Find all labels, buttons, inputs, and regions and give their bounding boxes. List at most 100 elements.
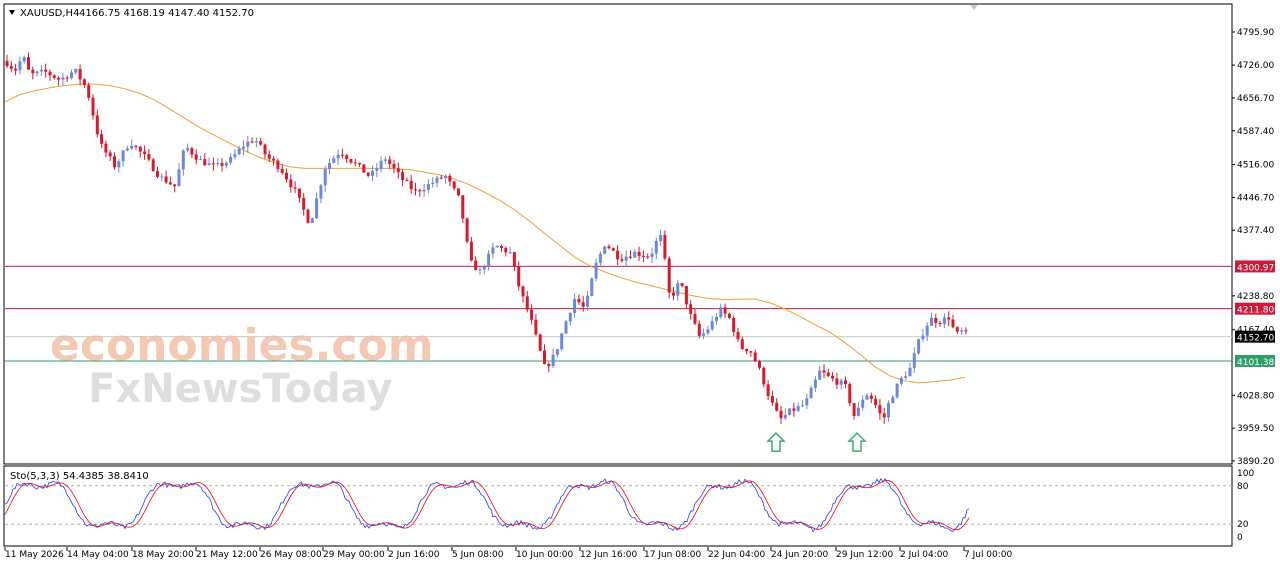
candle-body [955,327,959,332]
candle-body [418,190,422,192]
candle-body [143,151,147,155]
candle-body [616,250,620,260]
candle-body [267,154,271,159]
candle-body [383,159,387,161]
candle-body [715,316,718,322]
candle-body [560,333,564,350]
candle-body [388,159,392,164]
candle-body [336,154,340,159]
candle-body [822,370,826,373]
candle-body [908,367,912,377]
candle-body [706,329,710,334]
time-tick-label: 11 May 2026 [5,550,64,560]
candle-body [190,148,194,155]
candle-body [512,252,516,267]
candle-body [586,295,589,307]
time-tick-label: 29 May 00:00 [323,550,385,560]
candle-body [216,163,220,165]
up-arrow-icon [766,432,786,452]
horizontal-levels: 4300.97 4211.80 4101.38 [5,260,1275,368]
candle-body [856,407,860,416]
candle-body [177,169,181,187]
candle-body [371,170,374,176]
candle-body [934,317,938,323]
candle-body [259,141,263,145]
candle-body [766,384,770,397]
candle-body [319,185,323,199]
candle-body [530,309,534,320]
candle-body [938,322,942,325]
candle-body [340,154,344,156]
candle-body [61,77,65,80]
candle-body [723,307,727,314]
candle-body [100,134,104,144]
candle-body [426,183,430,190]
watermark-fxnewstoday: FxNewsToday [88,366,392,412]
candle-body [358,162,362,165]
candle-body [285,172,288,180]
candle-body [813,379,817,388]
triangle-down-icon[interactable] [9,10,15,15]
candle-body [792,408,796,411]
candle-body [710,321,714,330]
candle-body [5,60,9,67]
candle-body [452,181,456,189]
resistance-price-tag [1235,302,1275,315]
candle-body [297,188,301,198]
candle-body [315,198,319,219]
candle-body [732,317,736,333]
candle-body [168,182,172,185]
candle-body [899,377,903,384]
candle-body [779,410,783,419]
candle-body [534,319,538,335]
candle-body [801,405,804,407]
candle-body [504,247,508,253]
candle-body [697,323,701,336]
candle-body [173,184,177,187]
up-arrow-icon [847,432,867,452]
candle-body [633,251,637,258]
candle-body [555,349,559,355]
candle-body [517,266,521,287]
candle-body [788,408,792,415]
candle-body [551,354,555,367]
candle-body [487,253,491,267]
time-tick-label: 5 Jun 08:00 [452,550,504,560]
candle-body [736,332,740,340]
candle-body [250,141,254,143]
candle-body [887,403,890,418]
candle-body [607,246,611,249]
current-price-label: 4152.70 [1237,334,1274,344]
price-tick-label: 4516.00 [1237,161,1274,171]
candle-body [254,141,258,143]
candle-body [719,307,723,317]
candle-body [538,334,542,351]
candle-body [543,350,546,365]
scroll-marker-icon[interactable] [970,5,978,10]
candle-body [74,68,78,73]
candle-body [31,69,35,74]
candle-body [134,145,138,147]
candle-body [82,79,86,86]
candle-body [676,283,680,296]
candle-body [14,68,18,71]
candle-body [431,182,435,184]
resistance-price-label: 4300.97 [1237,263,1274,273]
candle-body [904,376,908,378]
price-tick-label: 4656.70 [1237,94,1274,104]
candle-body [405,179,409,181]
candle-body [603,246,607,254]
candle-body [525,296,529,310]
candle-body [121,150,125,162]
candle-body [598,253,602,263]
candle-body [783,414,787,419]
candle-body [280,168,284,173]
candle-body [508,252,512,254]
candle-body [594,262,598,279]
candle-body [960,330,964,332]
candle-body [611,248,615,251]
time-tick-label: 26 May 08:00 [260,550,322,560]
support-price-tag [1235,354,1275,367]
candle-body [753,352,757,362]
